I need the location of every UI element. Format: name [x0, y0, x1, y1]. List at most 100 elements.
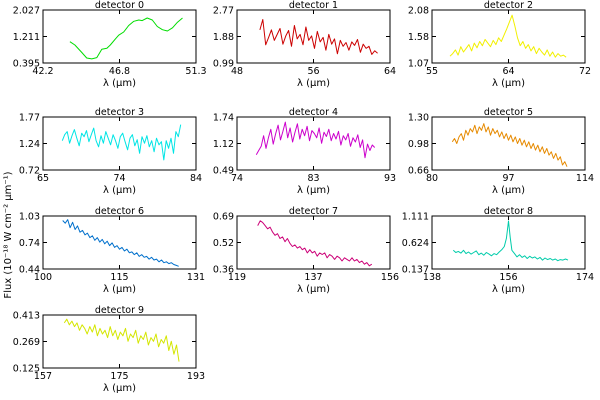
x-axis-label: λ (μm): [103, 185, 136, 196]
detector-panel: detector 7 119 137 156 0.69 0.52 0.36 λ (μm): [213, 206, 399, 295]
x-tick-label: 80: [426, 173, 438, 184]
x-axis-label: λ (μm): [297, 284, 330, 295]
y-tick-label: 2.027: [13, 6, 40, 17]
panel-title: detector 7: [289, 206, 338, 217]
y-tick-label: 0.49: [213, 166, 234, 177]
x-axis-label: λ (μm): [297, 78, 330, 89]
y-tick-label: 0.624: [402, 238, 429, 249]
y-tick-label: 2.08: [408, 6, 429, 17]
y-tick-label: 0.269: [13, 337, 40, 348]
y-tick-label: 1.12: [213, 139, 234, 150]
x-axis-label: λ (μm): [103, 383, 136, 394]
x-tick-label: 119: [228, 272, 246, 283]
y-tick-label: 1.74: [213, 113, 234, 124]
detector-panel: detector 8 138 156 174 1.111 0.624 0.137 λ (μm): [402, 206, 594, 295]
y-tick-label: 0.36: [213, 265, 234, 276]
detector-panel: detector 5 80 97 114 1.30 0.98 0.66 λ (μm): [408, 107, 594, 196]
y-tick-label: 1.111: [402, 212, 429, 223]
x-axis-label: λ (μm): [103, 284, 136, 295]
y-tick-label: 0.44: [19, 265, 40, 276]
plot-frame: [42, 314, 197, 369]
x-tick-label: 72: [579, 66, 591, 77]
spectrum-line: [451, 123, 568, 167]
spectrum-line: [62, 219, 179, 267]
detector-panel: detector 6 100 115 131 1.03 0.74 0.44 λ (μm): [19, 206, 205, 295]
spectrum-line: [452, 220, 569, 262]
panel-title: detector 9: [95, 305, 144, 316]
x-tick-label: 115: [110, 272, 128, 283]
x-tick-label: 175: [110, 371, 128, 382]
x-tick-label: 64: [502, 66, 514, 77]
panel-title: detector 2: [484, 0, 533, 11]
x-tick-label: 51.3: [185, 66, 206, 77]
y-tick-label: 1.30: [408, 113, 429, 124]
y-tick-label: 0.52: [213, 238, 234, 249]
x-tick-label: 138: [423, 272, 441, 283]
y-tick-label: 0.413: [13, 311, 40, 322]
detector-panels: detector 0 42.2 46.8 51.3 2.027 1.211 0.395 λ (…: [13, 0, 594, 394]
plot-frame: [236, 116, 391, 171]
x-axis-label: λ (μm): [297, 185, 330, 196]
y-tick-label: 0.125: [13, 364, 40, 375]
x-tick-label: 93: [384, 173, 396, 184]
panel-title: detector 6: [95, 206, 144, 217]
x-tick-label: 193: [187, 371, 205, 382]
y-tick-label: 1.58: [408, 32, 429, 43]
x-tick-label: 46.8: [109, 66, 130, 77]
y-tick-label: 1.211: [13, 32, 40, 43]
spectrum-line: [63, 318, 180, 362]
y-tick-label: 2.77: [213, 6, 234, 17]
spectrum-line: [257, 220, 373, 267]
x-axis-label: λ (μm): [103, 78, 136, 89]
shared-y-axis-label: Flux (10⁻¹⁸ W cm⁻² μm⁻¹): [3, 171, 14, 298]
detector-panel: detector 2 55 64 72 2.08 1.58 1.07 λ (μm): [408, 0, 591, 89]
x-tick-label: 157: [34, 371, 52, 382]
x-tick-label: 131: [187, 272, 205, 283]
plot-frame: [42, 215, 197, 270]
detector-panel: detector 4 74 83 93 1.74 1.12 0.49 λ (μm): [213, 107, 396, 196]
y-tick-label: 0.395: [13, 59, 40, 70]
plot-frame: [42, 116, 197, 171]
spectrum-line: [61, 124, 182, 161]
x-axis-label: λ (μm): [492, 284, 525, 295]
plot-frame: [236, 9, 391, 64]
plot-frame: [236, 215, 391, 270]
y-tick-label: 0.69: [213, 212, 234, 223]
panel-title: detector 4: [289, 107, 338, 118]
x-tick-label: 156: [381, 272, 399, 283]
y-tick-label: 0.137: [402, 265, 429, 276]
y-tick-label: 0.72: [19, 166, 40, 177]
x-tick-label: 156: [499, 272, 517, 283]
y-tick-label: 0.66: [408, 166, 429, 177]
y-tick-label: 0.74: [19, 238, 40, 249]
detector-panel: detector 9 157 175 193 0.413 0.269 0.125 λ (μm): [13, 305, 205, 394]
spectrum-line: [449, 14, 567, 58]
plot-frame: [42, 9, 197, 64]
panel-title: detector 0: [95, 0, 144, 11]
x-tick-label: 56: [307, 66, 319, 77]
spectrum-line: [255, 121, 376, 159]
x-tick-label: 83: [307, 173, 319, 184]
x-tick-label: 74: [113, 173, 125, 184]
x-axis-label: λ (μm): [492, 185, 525, 196]
y-tick-label: 1.24: [19, 139, 40, 150]
x-tick-label: 42.2: [32, 66, 53, 77]
x-axis-label: λ (μm): [492, 78, 525, 89]
x-tick-label: 137: [304, 272, 322, 283]
y-tick-label: 0.98: [408, 139, 429, 150]
detector-panel: detector 3 65 74 84 1.77 1.24 0.72 λ (μm): [19, 107, 202, 196]
x-tick-label: 100: [34, 272, 52, 283]
x-tick-label: 48: [231, 66, 243, 77]
spectrum-line: [69, 17, 183, 60]
y-tick-label: 1.07: [408, 59, 429, 70]
x-tick-label: 114: [576, 173, 594, 184]
x-tick-label: 65: [37, 173, 49, 184]
panel-title: detector 5: [484, 107, 533, 118]
panel-title: detector 3: [95, 107, 144, 118]
x-tick-label: 97: [502, 173, 514, 184]
panel-title: detector 1: [289, 0, 338, 11]
y-tick-label: 1.03: [19, 212, 40, 223]
detector-panel: detector 0 42.2 46.8 51.3 2.027 1.211 0.395 λ (…: [13, 0, 207, 89]
detector-panel: detector 1 48 56 64 2.77 1.88 0.99 λ (μm): [213, 0, 396, 89]
x-tick-label: 84: [190, 173, 202, 184]
